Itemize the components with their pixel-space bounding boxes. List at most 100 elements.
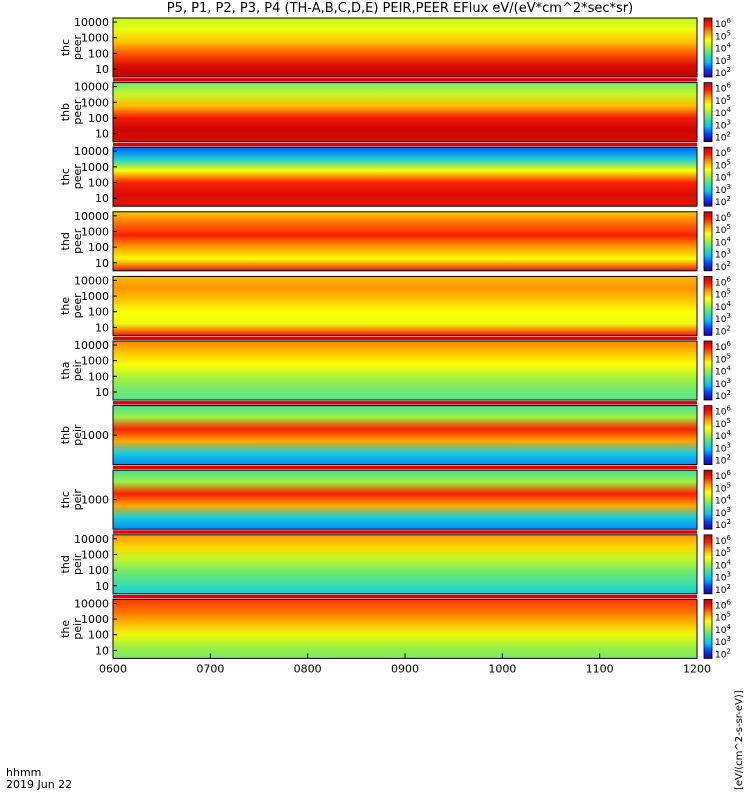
colorbar-tick-label: 106 [715,340,731,353]
y-tick-label: 100 [88,177,109,190]
y-tick-label: 1000 [81,161,109,174]
colorbar-tick-label: 106 [715,275,731,288]
colorbar-tick-label: 104 [715,171,731,184]
y-tick-label: 10 [95,128,109,141]
status-bar [113,401,697,405]
colorbar-tick-label: 103 [715,571,731,584]
x-tick-label: 1100 [586,662,614,675]
y-tick-label: 100 [88,370,109,383]
colorbar-tick-label: 102 [715,260,731,273]
colorbar-tick-label: 105 [715,29,731,42]
colorbar-tick-label: 104 [715,235,731,248]
time-format-label: hhmm [6,766,41,779]
panel-species-label: peir [71,359,84,381]
panel-probe-label: thc [59,491,72,508]
colorbar [703,340,713,401]
panel-frame [112,534,698,595]
y-tick-label: 10 [95,386,109,399]
y-tick-label: 1000 [81,225,109,238]
colorbar-tick-label: 103 [715,118,731,131]
panel-probe-label: tha [59,361,72,379]
y-tick-label: 10 [95,257,109,270]
y-tick-label: 100 [88,564,109,577]
y-tick-label: 1000 [81,429,109,442]
date-label: 2019 Jun 22 [6,778,72,791]
y-tick-label: 10000 [74,597,109,610]
x-axis: 0600 0700 0800 0900 1000 1100 1200 [99,653,711,675]
y-tick-label: 10 [95,63,109,76]
spectrogram-image [113,211,697,271]
colorbar-tick-label: 104 [715,623,731,636]
colorbar-tick-label: 105 [715,223,731,236]
spectrogram-image [113,82,697,142]
colorbar-tick-label: 102 [715,389,731,402]
colorbar-tick-label: 106 [715,82,731,95]
colorbar-tick-label: 106 [715,405,731,418]
y-tick-label: 100 [88,47,109,60]
panel-frame [112,82,698,143]
colorbar [703,17,713,78]
colorbar [703,82,713,142]
y-tick-label: 10 [95,321,109,334]
colorbar-tick-label: 105 [715,158,731,171]
y-tick-label: 10000 [74,210,109,223]
status-bar [113,530,697,534]
colorbar-tick-label: 104 [715,365,731,378]
y-tick-label: 1000 [81,613,109,626]
colorbar-tick-label: 103 [715,506,731,519]
colorbar-tick-label: 104 [715,42,731,55]
y-tick-label: 10000 [74,274,109,287]
panel-probe-label: thb [59,103,72,121]
panel-probe-label: thb [59,426,72,444]
y-tick-label: 10 [95,580,109,593]
y-tick-label: 100 [88,306,109,319]
colorbar-tick-label: 102 [715,324,731,337]
x-tick-label: 0900 [391,662,419,675]
colorbar-tick-label: 102 [715,66,731,79]
colorbar-tick-label: 106 [715,598,731,611]
spectrogram-image [113,470,697,530]
y-tick-label: 1000 [81,32,109,45]
panel-probe-label: thd [59,555,72,573]
y-tick-label: 1000 [81,355,109,368]
x-tick-label: 1000 [488,662,516,675]
colorbar-tick-label: 103 [715,183,731,196]
y-tick-label: 100 [88,241,109,254]
y-tick-label: 1000 [81,290,109,303]
y-tick-label: 10000 [74,533,109,546]
panel-species-label: peir [71,618,84,640]
colorbar-tick-label: 106 [715,17,731,30]
colorbar [703,405,713,466]
colorbar-tick-label: 103 [715,635,731,648]
panel-probe-label: the [59,620,72,638]
colorbar-tick-label: 103 [715,441,731,454]
colorbar-tick-label: 105 [715,481,731,494]
colorbar [703,211,713,272]
status-bar [113,336,697,340]
panel-probe-label: thc [59,39,72,56]
colorbar [703,469,713,530]
colorbar-tick-label: 102 [715,518,731,531]
colorbar-tick-label: 103 [715,377,731,390]
spectrogram-image [113,599,697,659]
spectrogram-image [113,534,697,594]
colorbar-tick-label: 103 [715,312,731,325]
colorbar [703,275,713,336]
colorbar-tick-label: 102 [715,131,731,144]
spectrogram-image [113,276,697,336]
colorbar-units-label: [eV/(cm^2-s-sr-eV)] [734,690,745,790]
y-tick-label: 10000 [74,81,109,94]
colorbar-tick-label: 105 [715,546,731,559]
colorbar [703,534,713,595]
y-tick-label: 10 [95,192,109,205]
panel-frame [112,211,698,272]
colorbar-tick-label: 104 [715,300,731,313]
colorbar-tick-label: 106 [715,469,731,482]
